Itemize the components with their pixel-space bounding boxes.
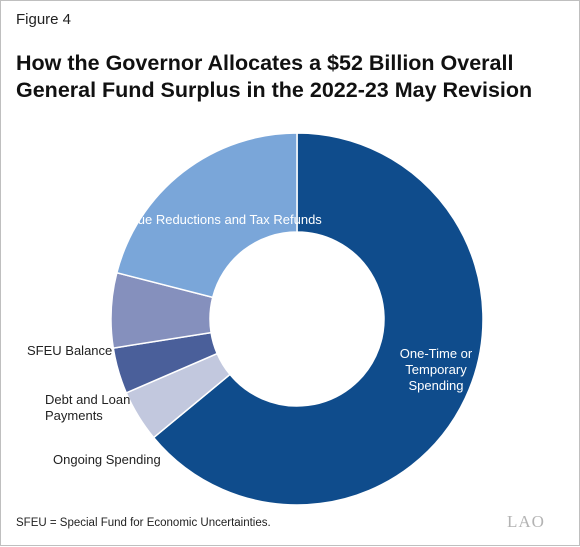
footnote: SFEU = Special Fund for Economic Uncerta… [16, 517, 271, 529]
label-one-time-spending: One-Time or Temporary Spending [399, 346, 473, 393]
slice-revenue-reductions [115, 132, 298, 299]
label-debt-loan-payments: Debt and Loan Payments [45, 392, 131, 423]
lao-logo: LAO [507, 512, 545, 531]
label-ongoing-spending: Ongoing Spending [53, 452, 161, 467]
label-revenue-reductions: Revenue Reductions and Tax Refunds [100, 212, 322, 227]
label-sfeu-balance: SFEU Balance [27, 343, 113, 358]
slice-one-time-spending [152, 132, 484, 506]
figure-label: Figure 4 [16, 11, 72, 28]
chart-title: How the Governor Allocates a $52 Billion… [16, 51, 533, 102]
